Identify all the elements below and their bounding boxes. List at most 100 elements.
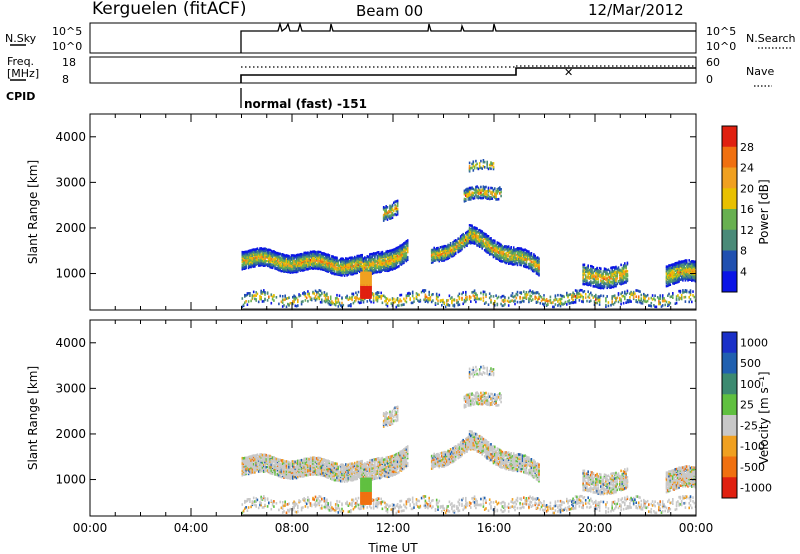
- echo-cell: [452, 241, 454, 244]
- echo-cell: [353, 266, 356, 270]
- echo-cell: [336, 261, 338, 265]
- echo-cell: [346, 296, 348, 300]
- echo-cell: [449, 249, 452, 252]
- echo-cell: [391, 297, 394, 300]
- echo-cell: [596, 297, 598, 300]
- echo-cell: [597, 284, 600, 288]
- echo-cell: [372, 260, 375, 264]
- echo-cell: [261, 262, 264, 266]
- echo-cell: [458, 296, 461, 299]
- echo-cell: [481, 231, 483, 235]
- echo-cell: [587, 266, 589, 270]
- echo-cell: [539, 294, 542, 298]
- nsky-label: N.Sky: [5, 32, 37, 45]
- echo-cell: [669, 279, 672, 282]
- echo-cell: [494, 254, 496, 258]
- echo-cell: [615, 298, 617, 302]
- echo-cell: [584, 296, 587, 299]
- echo-cell: [453, 246, 456, 250]
- echo-cell: [345, 296, 347, 299]
- echo-cell: [418, 293, 420, 297]
- echo-cell: [294, 475, 297, 478]
- echo-cell: [326, 266, 328, 270]
- echo-cell: [481, 247, 483, 250]
- echo-cell: [328, 268, 331, 271]
- echo-cell: [393, 258, 395, 261]
- echo-cell: [380, 265, 382, 268]
- echo-cell: [486, 193, 488, 196]
- echo-cell: [312, 253, 314, 257]
- echo-cell: [492, 250, 495, 253]
- echo-cell: [677, 263, 679, 267]
- echo-cell: [334, 297, 337, 300]
- echo-cell: [510, 259, 512, 263]
- echo-cell: [400, 303, 403, 307]
- echo-cell: [386, 262, 389, 265]
- echo-cell: [644, 300, 646, 303]
- echo-cell: [629, 292, 631, 295]
- echo-cell: [636, 289, 639, 292]
- echo-cell: [454, 249, 457, 252]
- echo-cell: [677, 265, 679, 268]
- echo-cell: [395, 213, 398, 217]
- echo-cell: [616, 296, 619, 300]
- echo-cell: [393, 209, 395, 213]
- echo-cell: [683, 270, 685, 274]
- echo-cell: [567, 300, 569, 303]
- echo-cell: [265, 255, 268, 258]
- echo-cell: [533, 268, 535, 272]
- echo-cell: [338, 267, 341, 270]
- echo-cell: [341, 296, 343, 299]
- echo-cell: [600, 270, 602, 273]
- echo-cell: [405, 240, 408, 243]
- echo-cell: [372, 252, 375, 255]
- echo-cell: [429, 298, 432, 302]
- echo-cell: [324, 299, 327, 302]
- beam-title: Beam 00: [356, 2, 423, 20]
- echo-cell: [595, 277, 597, 280]
- echo-cell: [352, 292, 355, 296]
- echo-cell: [377, 291, 380, 294]
- echo-cell: [472, 236, 475, 240]
- echo-cell: [417, 293, 419, 296]
- echo-cell: [340, 271, 342, 274]
- echo-cell: [411, 301, 414, 305]
- echo-cell: [672, 281, 674, 284]
- echo-cell: [389, 214, 391, 218]
- echo-cell: [470, 242, 472, 245]
- echo-cell: [394, 250, 396, 253]
- echo-cell: [497, 254, 500, 258]
- echo-cell: [332, 258, 334, 261]
- echo-cell: [281, 256, 284, 259]
- echo-cell: [658, 300, 660, 303]
- echo-cell: [327, 254, 329, 258]
- echo-cell: [381, 252, 384, 256]
- echo-cell: [377, 295, 380, 298]
- echo-cell: [432, 259, 434, 262]
- echo-cell: [285, 460, 288, 463]
- echo-cell: [492, 248, 495, 252]
- echo-cell: [526, 257, 529, 260]
- echo-cell: [382, 294, 385, 298]
- echo-cell: [384, 259, 386, 262]
- echo-cell: [688, 271, 690, 275]
- echo-cell: [288, 296, 290, 299]
- echo-cell: [664, 299, 666, 303]
- echo-cell: [399, 261, 401, 264]
- echo-cell: [582, 273, 584, 276]
- echo-cell: [530, 267, 533, 270]
- echo-cell: [631, 293, 634, 297]
- echo-cell: [278, 257, 280, 261]
- echo-cell: [274, 253, 276, 257]
- echo-cell: [500, 251, 502, 255]
- echo-cell: [292, 464, 294, 468]
- echo-cell: [381, 250, 384, 254]
- echo-cell: [395, 298, 398, 302]
- echo-cell: [249, 249, 251, 252]
- echo-cell: [656, 296, 659, 299]
- echo-cell: [683, 259, 685, 263]
- echo-cell: [581, 300, 583, 303]
- echo-cell: [476, 227, 478, 230]
- echo-cell: [481, 241, 483, 245]
- echo-cell: [496, 188, 499, 191]
